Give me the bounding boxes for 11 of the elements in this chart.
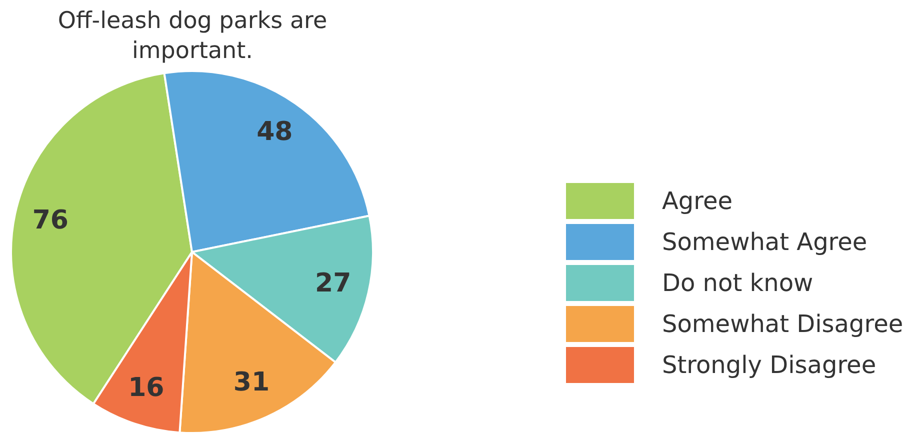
legend-label: Agree	[662, 186, 733, 214]
legend-label: Somewhat Agree	[662, 228, 868, 256]
data-label: 27	[314, 268, 352, 298]
data-label: 76	[32, 205, 69, 236]
data-label: 48	[256, 116, 293, 147]
data-label: 31	[233, 368, 270, 398]
legend-label: Strongly Disagree	[662, 350, 876, 378]
data-label: 16	[128, 373, 164, 404]
chart-title: Off-leash dog parks are important.	[56, 7, 328, 66]
legend-label: Do not know	[662, 268, 814, 296]
legend-label: Somewhat Disagree	[662, 310, 904, 338]
